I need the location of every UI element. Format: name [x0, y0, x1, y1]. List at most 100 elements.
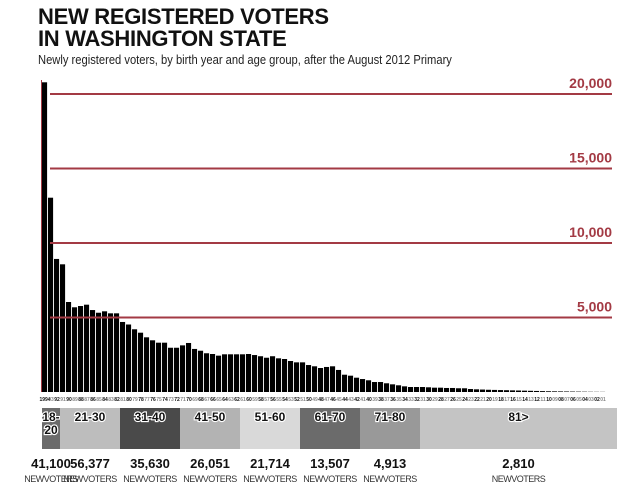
year-label: 85	[96, 397, 102, 403]
year-label: 18	[498, 397, 504, 403]
bar-34	[402, 386, 408, 392]
year-label: 02	[594, 397, 600, 403]
bar-72	[174, 347, 180, 392]
y-tick-label: 15,000	[569, 150, 612, 166]
year-label: 86	[90, 397, 96, 403]
year-label: 39	[372, 397, 378, 403]
year-label: 78	[138, 397, 144, 403]
bar-49	[312, 366, 318, 392]
bar-59	[252, 355, 258, 392]
year-label: 80	[126, 397, 132, 403]
y-tick-label: 10,000	[569, 224, 612, 240]
year-label: 22	[474, 397, 480, 403]
bar-52	[294, 362, 300, 392]
year-label: 88	[78, 397, 84, 403]
bar-15	[516, 390, 522, 392]
year-label: 63	[228, 397, 234, 403]
year-label: 13	[528, 397, 534, 403]
age-group-box	[360, 408, 420, 449]
bar-83	[108, 313, 114, 392]
year-label: 66	[210, 397, 216, 403]
bar-37	[384, 383, 390, 392]
bars-group	[41, 80, 606, 392]
bar-74	[162, 342, 168, 392]
bar-24	[462, 388, 468, 392]
bar-1994	[42, 82, 48, 392]
year-label: 58	[258, 397, 264, 403]
bar-86	[90, 310, 96, 392]
bar-79	[132, 329, 138, 392]
year-label: 72	[174, 397, 180, 403]
year-label: 32	[414, 397, 420, 403]
bar-23	[468, 389, 474, 392]
bar-09	[552, 391, 558, 392]
age-group-unit: NEWVOTERS	[63, 474, 117, 484]
year-label: 23	[468, 397, 474, 403]
age-group-box	[120, 408, 180, 449]
bar-82	[114, 313, 120, 392]
bar-60	[246, 354, 252, 392]
bar-41	[360, 379, 366, 392]
bar-31	[420, 387, 426, 392]
year-label: 12	[534, 397, 540, 403]
bar-62	[234, 354, 240, 392]
year-label: 08	[558, 397, 564, 403]
year-label: 21	[480, 397, 486, 403]
bar-08	[558, 391, 564, 392]
age-groups-group: 18-20 41,100 NEWVOTERS 21-30 56,377 NEWVOTERS…	[24, 408, 617, 484]
bar-39	[372, 382, 378, 392]
year-label: 46	[330, 397, 336, 403]
bar-88	[78, 306, 84, 392]
age-group-label: 81>	[508, 410, 528, 424]
bar-51	[300, 362, 306, 392]
bar-18	[498, 390, 504, 392]
year-label: 53	[288, 397, 294, 403]
year-label: 24	[462, 397, 468, 403]
year-label: 52	[294, 397, 300, 403]
year-label: 44	[342, 397, 348, 403]
year-label: 87	[84, 397, 90, 403]
age-group-unit: NEWVOTERS	[363, 474, 417, 484]
year-label: 56	[270, 397, 276, 403]
year-label: 62	[234, 397, 240, 403]
bar-64	[222, 354, 228, 392]
bar-35	[396, 385, 402, 392]
year-label: 37	[384, 397, 390, 403]
bar-38	[378, 382, 384, 392]
year-label: 76	[150, 397, 156, 403]
bar-29	[432, 387, 438, 392]
bar-68	[198, 350, 204, 392]
year-label: 55	[276, 397, 282, 403]
year-label: 26	[450, 397, 456, 403]
year-label: 77	[144, 397, 150, 403]
year-label: 61	[240, 397, 246, 403]
year-label: 54	[282, 397, 288, 403]
year-label: 90	[66, 397, 72, 403]
age-group-label: 41-50	[195, 410, 226, 424]
age-group-label: 61-70	[315, 410, 346, 424]
age-group-total: 41,100	[31, 456, 71, 471]
bar-43	[348, 375, 354, 392]
year-label: 35	[396, 397, 402, 403]
year-label: 48	[318, 397, 324, 403]
age-group-label: 51-60	[255, 410, 286, 424]
year-label: 03	[588, 397, 594, 403]
bar-69	[192, 348, 198, 392]
bar-93	[48, 197, 54, 392]
year-label: 45	[336, 397, 342, 403]
age-group-total: 26,051	[190, 456, 230, 471]
year-label: 93	[48, 397, 54, 403]
year-label: 30	[426, 397, 432, 403]
bar-70	[186, 342, 192, 392]
year-label: 70	[186, 397, 192, 403]
year-label: 75	[156, 397, 162, 403]
bar-56	[270, 356, 276, 392]
chart-title: NEW REGISTERED VOTERS IN WASHINGTON STAT…	[38, 6, 329, 50]
year-label: 06	[570, 397, 576, 403]
year-label: 51	[300, 397, 306, 403]
age-group-total: 4,913	[374, 456, 407, 471]
year-label: 04	[582, 397, 588, 403]
year-label: 43	[348, 397, 354, 403]
bar-25	[456, 388, 462, 392]
